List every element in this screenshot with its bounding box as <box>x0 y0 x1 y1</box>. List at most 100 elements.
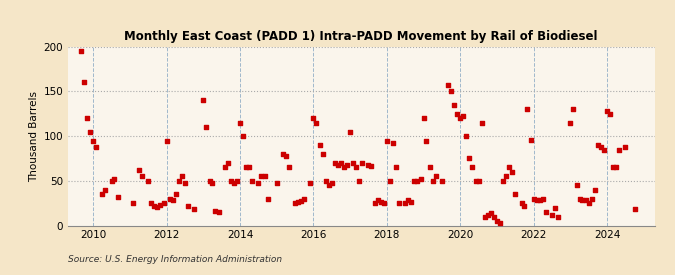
Point <box>458 114 468 119</box>
Point <box>403 198 414 203</box>
Point <box>308 116 319 120</box>
Point <box>256 174 267 178</box>
Point <box>430 174 441 178</box>
Point <box>583 201 594 205</box>
Point <box>437 179 448 183</box>
Point <box>415 177 426 181</box>
Point <box>161 138 172 143</box>
Point <box>479 214 490 219</box>
Point <box>345 130 356 134</box>
Point <box>366 163 377 168</box>
Point <box>495 221 506 225</box>
Point <box>409 179 420 183</box>
Point <box>379 201 389 205</box>
Point <box>589 188 600 192</box>
Point <box>198 98 209 103</box>
Point <box>128 201 138 205</box>
Point <box>537 196 548 201</box>
Point <box>595 145 606 149</box>
Point <box>406 200 416 204</box>
Point <box>189 207 200 212</box>
Point <box>473 179 484 183</box>
Point <box>317 152 328 156</box>
Point <box>372 198 383 203</box>
Point <box>586 196 597 201</box>
Point <box>510 192 520 196</box>
Point <box>464 156 475 161</box>
Point <box>232 179 242 183</box>
Point <box>213 210 224 214</box>
Point <box>281 153 292 158</box>
Point <box>485 211 496 215</box>
Point <box>529 196 539 201</box>
Point <box>158 201 169 205</box>
Point <box>580 198 591 203</box>
Point <box>247 179 258 183</box>
Point <box>443 83 454 87</box>
Point <box>305 180 316 185</box>
Point <box>593 143 603 147</box>
Point <box>535 197 545 202</box>
Point <box>136 174 147 178</box>
Point <box>342 163 352 167</box>
Point <box>608 165 619 170</box>
Point <box>112 195 123 199</box>
Point <box>296 199 306 204</box>
Point <box>571 183 582 188</box>
Point <box>455 116 466 120</box>
Point <box>97 192 108 196</box>
Point <box>335 161 346 165</box>
Point <box>170 192 181 196</box>
Point <box>225 179 236 183</box>
Point <box>400 201 410 205</box>
Point <box>470 179 481 183</box>
Point <box>351 165 362 170</box>
Point <box>167 198 178 203</box>
Point <box>90 145 101 149</box>
Point <box>541 210 551 214</box>
Point <box>348 161 358 165</box>
Point <box>201 125 212 130</box>
Point <box>574 196 585 201</box>
Point <box>333 163 344 167</box>
Point <box>611 165 622 170</box>
Point <box>100 188 111 192</box>
Point <box>461 134 472 138</box>
Point <box>76 49 86 53</box>
Point <box>292 200 303 204</box>
Point <box>311 120 322 125</box>
Point <box>262 196 273 201</box>
Point <box>425 165 435 170</box>
Point <box>155 203 166 207</box>
Point <box>501 174 512 178</box>
Point <box>467 165 478 170</box>
Point <box>516 201 527 205</box>
Point <box>284 165 294 170</box>
Point <box>241 165 252 170</box>
Point <box>82 116 92 120</box>
Point <box>565 120 576 125</box>
Point <box>219 165 230 170</box>
Point <box>599 147 610 152</box>
Point <box>489 214 500 219</box>
Point <box>553 214 564 219</box>
Point <box>88 138 99 143</box>
Point <box>143 179 154 183</box>
Point <box>207 180 218 185</box>
Point <box>614 147 624 152</box>
Point <box>223 161 234 165</box>
Point <box>629 206 640 211</box>
Point <box>146 201 157 205</box>
Point <box>549 205 560 210</box>
Point <box>547 213 558 217</box>
Point <box>577 198 588 203</box>
Point <box>381 138 392 143</box>
Point <box>182 204 193 208</box>
Point <box>449 103 460 107</box>
Point <box>384 179 395 183</box>
Point <box>134 168 144 172</box>
Point <box>152 205 163 209</box>
Point <box>412 179 423 183</box>
Point <box>605 112 616 116</box>
Point <box>85 130 96 134</box>
